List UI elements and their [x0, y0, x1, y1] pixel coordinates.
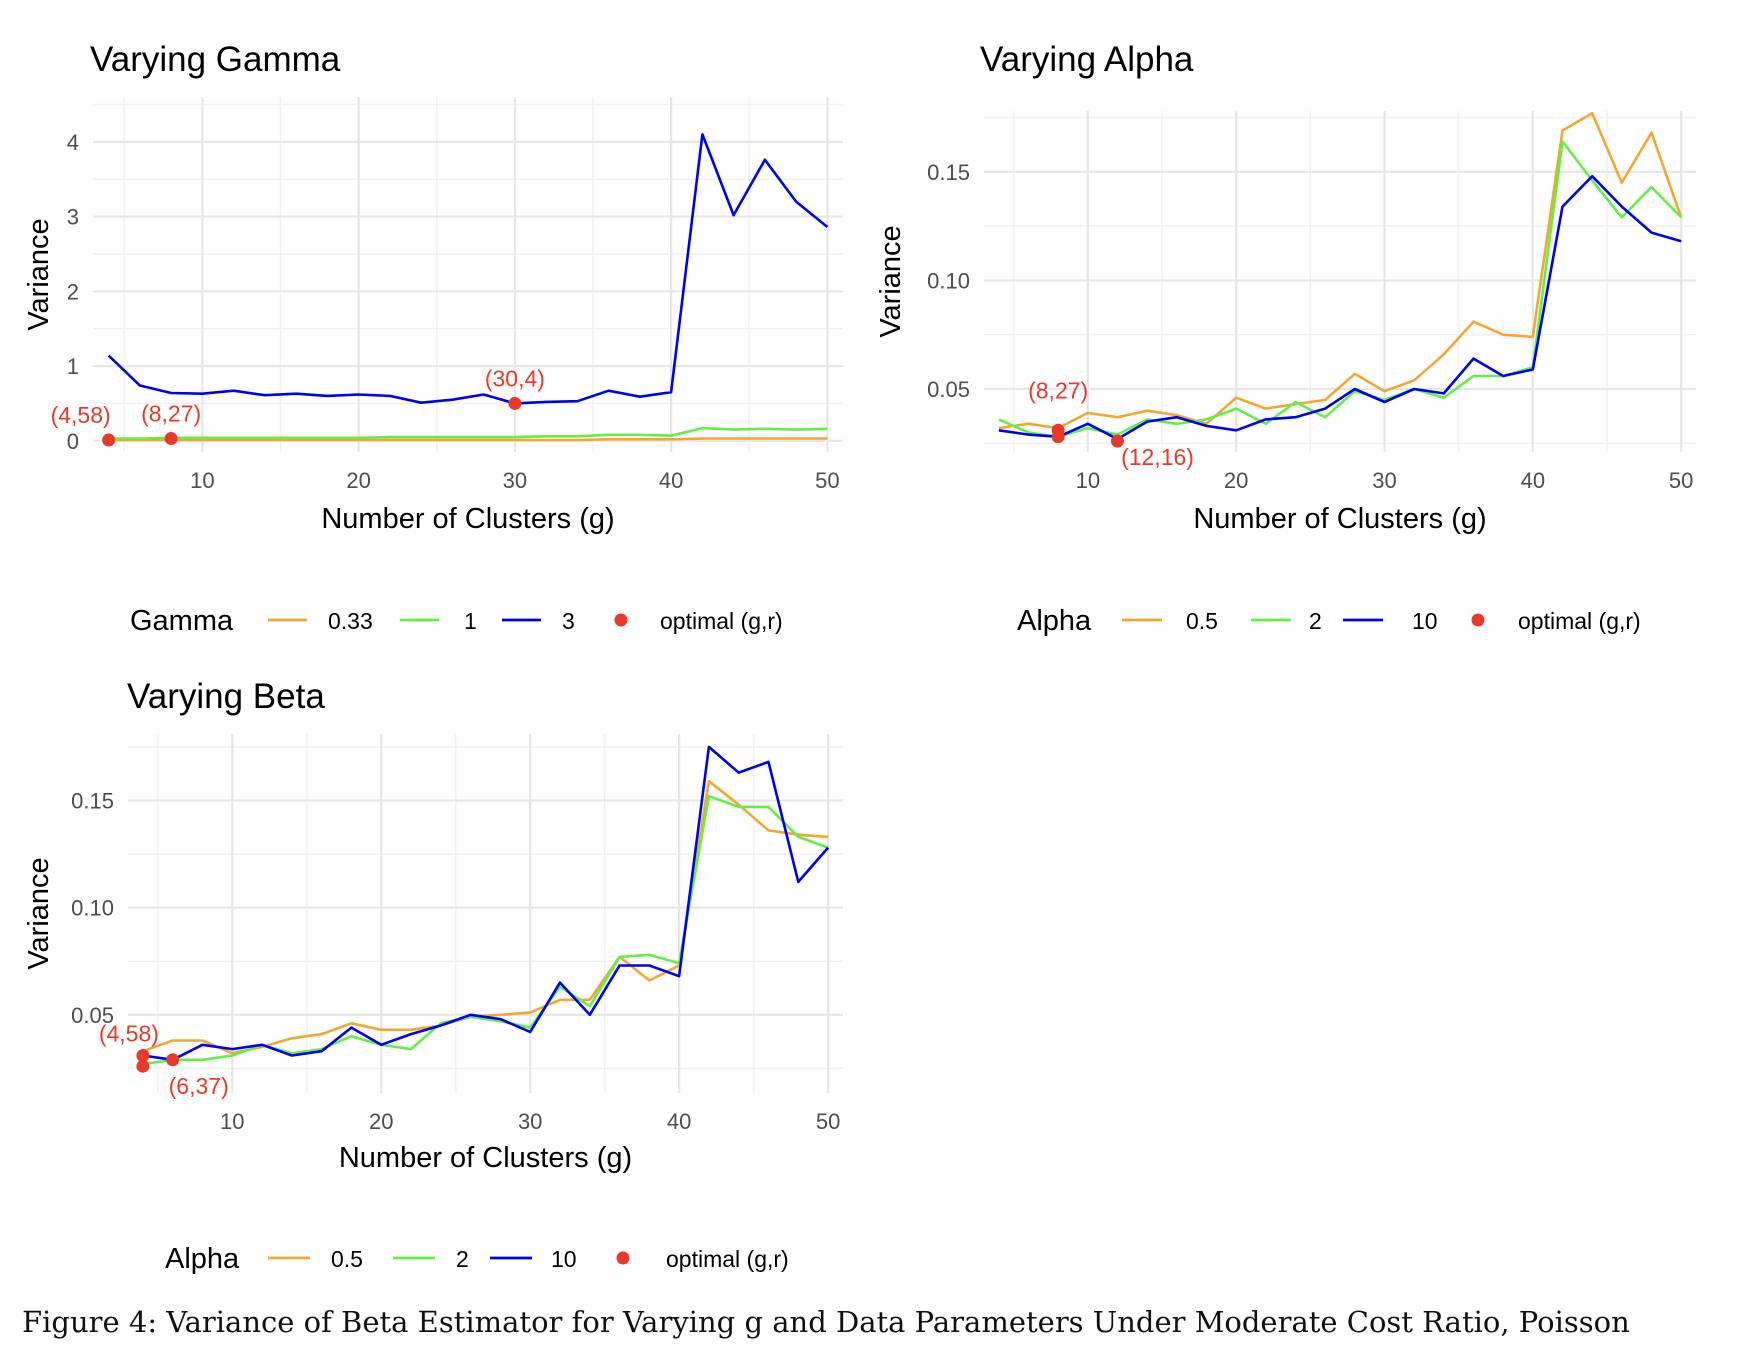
legend: Alpha 0.5 2 10 optimal (g,r) — [1017, 605, 1641, 637]
x-tick-label: 50 — [1669, 468, 1693, 493]
optimal-point-label: (8,27) — [1028, 377, 1088, 403]
x-axis-label: Number of Clusters (g) — [1193, 503, 1486, 535]
y-axis-label: Variance — [23, 857, 55, 969]
y-tick-label: 0.10 — [927, 268, 970, 293]
series-line-10 — [998, 174, 1682, 441]
x-tick-label: 20 — [346, 468, 370, 493]
x-tick-label: 10 — [190, 468, 214, 493]
y-tick-label: 0.15 — [71, 788, 114, 813]
series-line-1 — [108, 426, 828, 440]
legend-title: Gamma — [130, 605, 234, 637]
series-line-0.33 — [108, 437, 828, 442]
series-line-0.5 — [142, 779, 829, 1055]
y-tick-label: 0.15 — [927, 160, 970, 185]
x-axis-label: Number of Clusters (g) — [321, 503, 614, 535]
legend-label: 0.33 — [328, 608, 373, 634]
y-tick-label: 1 — [67, 354, 79, 379]
optimal-point-label: (6,37) — [169, 1073, 229, 1099]
y-tick-label: 0 — [67, 429, 79, 454]
series-line-3 — [107, 133, 829, 405]
legend-label: 10 — [1412, 608, 1438, 634]
x-tick-label: 20 — [1224, 468, 1248, 493]
y-tick-label: 0.05 — [927, 377, 970, 402]
legend-label: 2 — [456, 1246, 469, 1272]
legend-title: Alpha — [1017, 605, 1092, 637]
optimal-point-label: (12,16) — [1121, 444, 1194, 470]
legend-label: 3 — [562, 608, 575, 634]
chart-2: 10 20 30 40 50 0.05 0.10 0.15 Varying Alpha Numbe… — [875, 40, 1696, 637]
figure-canvas: 10 20 30 40 50 0 1 2 3 4 Varying Gamma Number of Cl… — [23, 40, 1696, 1275]
x-axis-label: Number of Clusters (g) — [339, 1142, 632, 1174]
legend-key-optimal — [614, 613, 628, 627]
y-tick-label: 2 — [67, 279, 79, 304]
chart-1: 10 20 30 40 50 0 1 2 3 4 Varying Gamma Number of Cl… — [23, 40, 843, 637]
y-axis-label: Variance — [875, 225, 907, 337]
optimal-point — [164, 432, 178, 446]
optimal-point — [508, 396, 522, 410]
optimal-point-label: (4,58) — [51, 402, 111, 428]
legend-label: 0.5 — [1186, 608, 1218, 634]
series-line-10 — [142, 745, 830, 1062]
series-line-0.5 — [998, 111, 1683, 430]
legend-title: Alpha — [165, 1243, 240, 1275]
optimal-point — [102, 433, 116, 447]
optimal-point — [136, 1059, 150, 1073]
optimal-point-label: (8,27) — [141, 401, 201, 427]
figure-caption: Figure 4: Variance of Beta Estimator for… — [22, 1305, 1630, 1339]
series-line-2 — [142, 794, 829, 1066]
optimal-point-label: (30,4) — [485, 365, 545, 391]
x-tick-label: 50 — [815, 468, 839, 493]
legend: Gamma 0.33 1 3 optimal (g,r) — [130, 605, 783, 637]
x-tick-label: 40 — [667, 1109, 691, 1134]
legend-label: 0.5 — [331, 1246, 363, 1272]
y-tick-label: 4 — [67, 130, 79, 155]
x-tick-label: 30 — [518, 1109, 542, 1134]
y-axis-label: Variance — [23, 218, 55, 330]
optimal-point-label: (4,58) — [99, 1020, 159, 1046]
legend-key-optimal — [1471, 613, 1485, 627]
x-tick-label: 40 — [659, 468, 683, 493]
x-tick-label: 20 — [369, 1109, 393, 1134]
chart-title: Varying Gamma — [90, 40, 341, 79]
y-tick-label: 0.10 — [71, 896, 114, 921]
x-tick-label: 10 — [220, 1109, 244, 1134]
y-tick-label: 0.05 — [71, 1003, 114, 1028]
y-tick-label: 3 — [67, 205, 79, 230]
optimal-point — [1051, 430, 1065, 444]
legend-label: 1 — [464, 608, 477, 634]
chart-title: Varying Beta — [127, 677, 325, 716]
optimal-point — [136, 1048, 150, 1062]
optimal-point — [166, 1053, 180, 1067]
legend-label: optimal (g,r) — [1518, 608, 1641, 634]
x-tick-label: 40 — [1521, 468, 1545, 493]
x-tick-label: 10 — [1076, 468, 1100, 493]
x-tick-label: 30 — [503, 468, 527, 493]
legend-label: 2 — [1309, 608, 1322, 634]
x-tick-label: 50 — [816, 1109, 840, 1134]
optimal-point — [1111, 434, 1124, 448]
legend-key-optimal — [616, 1251, 630, 1265]
legend: Alpha 0.5 2 10 optimal (g,r) — [165, 1243, 789, 1275]
x-tick-label: 30 — [1372, 468, 1396, 493]
series-line-2 — [998, 140, 1683, 439]
legend-label: optimal (g,r) — [660, 608, 783, 634]
chart-3: 10 20 30 40 50 0.05 0.10 0.15 Varying Beta Number… — [23, 677, 843, 1275]
legend-label: 10 — [551, 1246, 577, 1272]
chart-title: Varying Alpha — [980, 40, 1194, 79]
legend-label: optimal (g,r) — [666, 1246, 789, 1272]
